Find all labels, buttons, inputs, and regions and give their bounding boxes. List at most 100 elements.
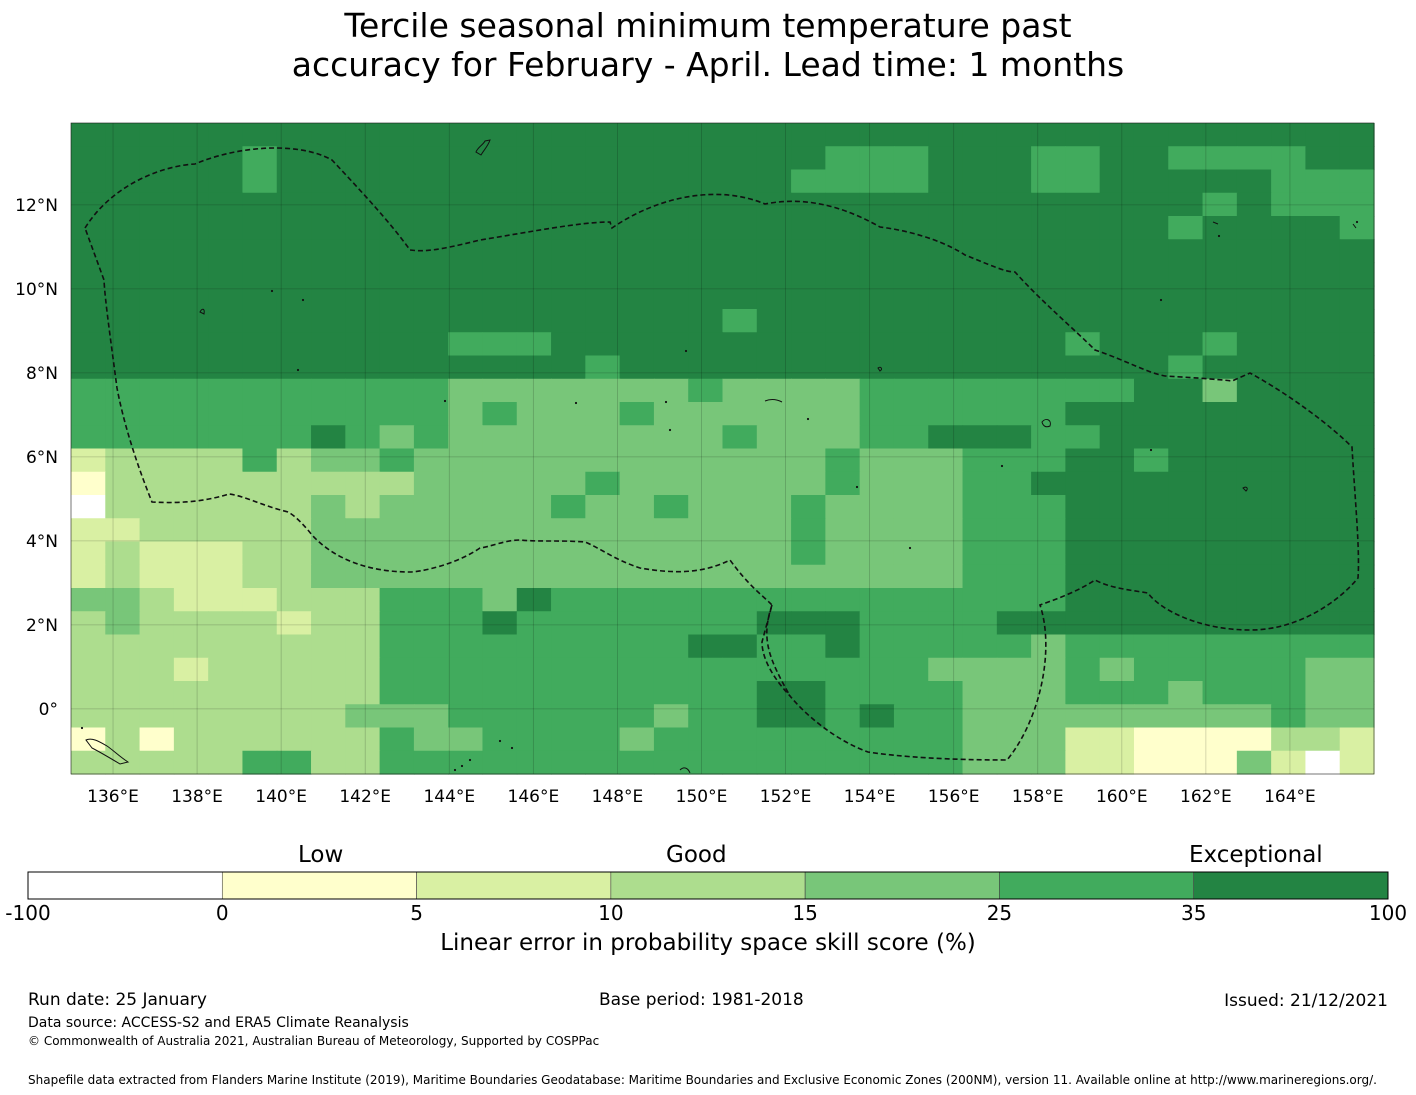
grid-cell [345,239,381,264]
grid-cell [413,216,449,240]
grid-cell [619,541,655,566]
grid-cell [1339,495,1375,519]
grid-cell [962,425,998,450]
grid-cell [1305,541,1341,566]
grid-cell [139,634,175,659]
grid-cell [448,355,484,380]
grid-cell [928,192,964,217]
grid-cell [276,495,312,519]
grid-cell [1065,285,1101,310]
grid-cell [551,402,586,426]
grid-cell [242,239,278,264]
grid-cell [756,309,792,333]
grid-cell [1202,332,1238,357]
grid-cell [859,239,895,264]
grid-cell [962,564,998,589]
grid-cell [516,332,552,357]
grid-cell [893,518,929,543]
grid-cell [551,750,586,775]
grid-cell [1305,239,1341,264]
grid-cell [1031,332,1066,357]
grid-cell [379,518,415,543]
lon-label: 146°E [508,787,560,807]
grid-cell [1168,611,1204,636]
grid-cell [379,285,415,310]
grid-cell [1133,634,1169,659]
grid-cell [105,378,141,403]
grid-cell [688,355,724,380]
grid-cell [1168,634,1204,659]
grid-cell [928,611,964,636]
grid-cell [173,355,209,380]
grid-cell [1031,169,1066,194]
grid-cell [1305,192,1341,217]
grid-cell [1305,309,1341,333]
grid-cell [1271,448,1307,473]
grid-cell [208,611,244,636]
grid-cell [516,518,552,543]
grid-cell [1339,448,1375,473]
grid-cell [139,611,175,636]
grid-cell [928,309,964,333]
grid-cell [825,471,861,496]
grid-cell [619,146,655,171]
grid-cell [1202,681,1238,705]
grid-cell [311,192,346,217]
grid-cell [1339,378,1375,403]
grid-cell [551,146,586,171]
grid-cell [276,471,312,496]
grid-cell [756,355,792,380]
grid-cell [345,681,381,705]
grid-cell [105,216,141,240]
grid-cell [1099,262,1135,287]
grid-cell [311,425,346,450]
grid-cell [276,541,312,566]
grid-cell [1031,216,1066,240]
eez-boundaries [84,147,1360,761]
islet [1000,464,1004,468]
grid-cell [173,611,209,636]
grid-cell [448,657,484,682]
grid-cell [1168,262,1204,287]
grid-cell [379,634,415,659]
island-outline [764,399,783,403]
issued-date: Issued: 21/12/2021 [1224,991,1388,1011]
grid-cell [791,495,826,519]
grid-cell [996,657,1032,682]
grid-cell [928,518,964,543]
islet [855,485,859,489]
grid-cell [448,262,484,287]
grid-cell [1065,262,1101,287]
grid-cell [962,727,998,752]
grid-cell [619,634,655,659]
grid-cell [208,216,244,240]
eez-line [84,147,1360,761]
grid-cell [962,169,998,194]
grid-cell [928,262,964,287]
grid-cell [413,123,449,147]
grid-cell [893,727,929,752]
grid-cell [1202,727,1238,752]
grid-cell [1065,239,1101,264]
grid-cell [311,471,346,496]
grid-cell [448,495,484,519]
grid-cell [482,727,518,752]
copyright: © Commonwealth of Australia 2021, Austra… [28,1034,600,1048]
grid-cell [859,123,895,147]
grid-cell [1133,216,1169,240]
island-outline [1041,418,1051,428]
grid-cell [1133,750,1169,775]
grid-cell [722,634,758,659]
grid-cell [1031,564,1066,589]
grid-cell [242,309,278,333]
grid-cell [928,657,964,682]
grid-cell [516,169,552,194]
grid-cell [1236,309,1272,333]
grid-cell [585,123,621,147]
grid-cell [825,239,861,264]
grid-cell [139,750,175,775]
grid-cell [585,611,621,636]
grid-cell [996,518,1032,543]
grid-cell [379,495,415,519]
grid-cell [653,495,689,519]
